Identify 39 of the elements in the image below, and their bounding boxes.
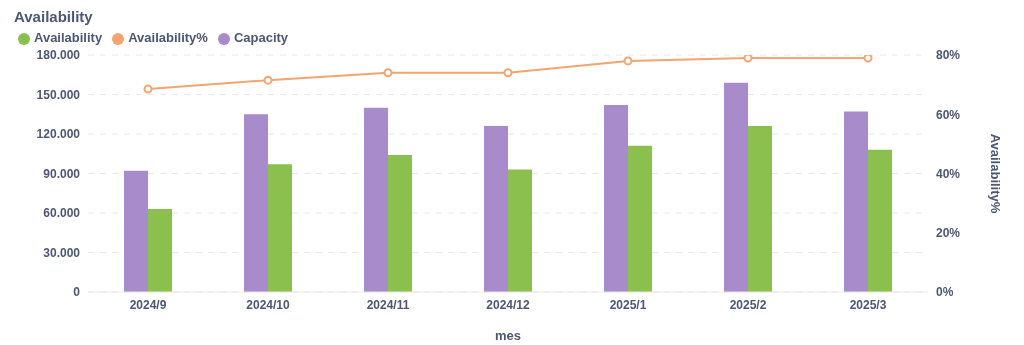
- y2-tick-label: 60%: [936, 107, 961, 122]
- y-tick-label: 120.000: [36, 127, 81, 142]
- x-tick-label: 2025/3: [849, 297, 887, 312]
- bar: [604, 105, 628, 292]
- x-tick-label: 2024/10: [246, 297, 291, 312]
- y2-tick-label: 20%: [936, 226, 961, 241]
- x-tick-label: 2024/11: [366, 297, 410, 312]
- bar: [628, 145, 652, 292]
- bar: [388, 155, 412, 292]
- y-tick-label: 180.000: [36, 48, 81, 63]
- bar: [868, 149, 892, 292]
- bar: [124, 170, 148, 292]
- y-tick-label: 0: [73, 285, 81, 300]
- legend-label: Capacity: [233, 30, 289, 45]
- y-tick-label: 90.000: [43, 166, 81, 181]
- bar: [724, 82, 748, 292]
- bar: [748, 126, 772, 292]
- x-axis-title: mes: [494, 328, 522, 343]
- bar: [244, 114, 268, 292]
- y-tick-label: 60.000: [43, 206, 81, 221]
- bar: [148, 209, 172, 292]
- y2-tick-label: 0%: [936, 285, 954, 300]
- y2-axis-title: Availability%: [988, 133, 1004, 214]
- x-tick-label: 2024/12: [486, 297, 531, 312]
- chart-title: Availability: [14, 8, 94, 26]
- bar: [484, 126, 508, 292]
- x-tick-label: 2025/2: [729, 297, 767, 312]
- legend-label: Availability%: [128, 30, 208, 45]
- legend-label: Availability: [34, 30, 103, 45]
- y2-tick-label: 80%: [936, 48, 961, 63]
- bar: [844, 111, 868, 292]
- x-tick-label: 2025/1: [609, 297, 647, 312]
- y-tick-label: 30.000: [43, 245, 81, 260]
- bar: [364, 107, 388, 292]
- bar: [508, 169, 532, 292]
- bar: [268, 164, 292, 292]
- y2-tick-label: 40%: [936, 166, 961, 181]
- y-tick-label: 150.000: [36, 87, 81, 102]
- x-tick-label: 2024/9: [129, 297, 167, 312]
